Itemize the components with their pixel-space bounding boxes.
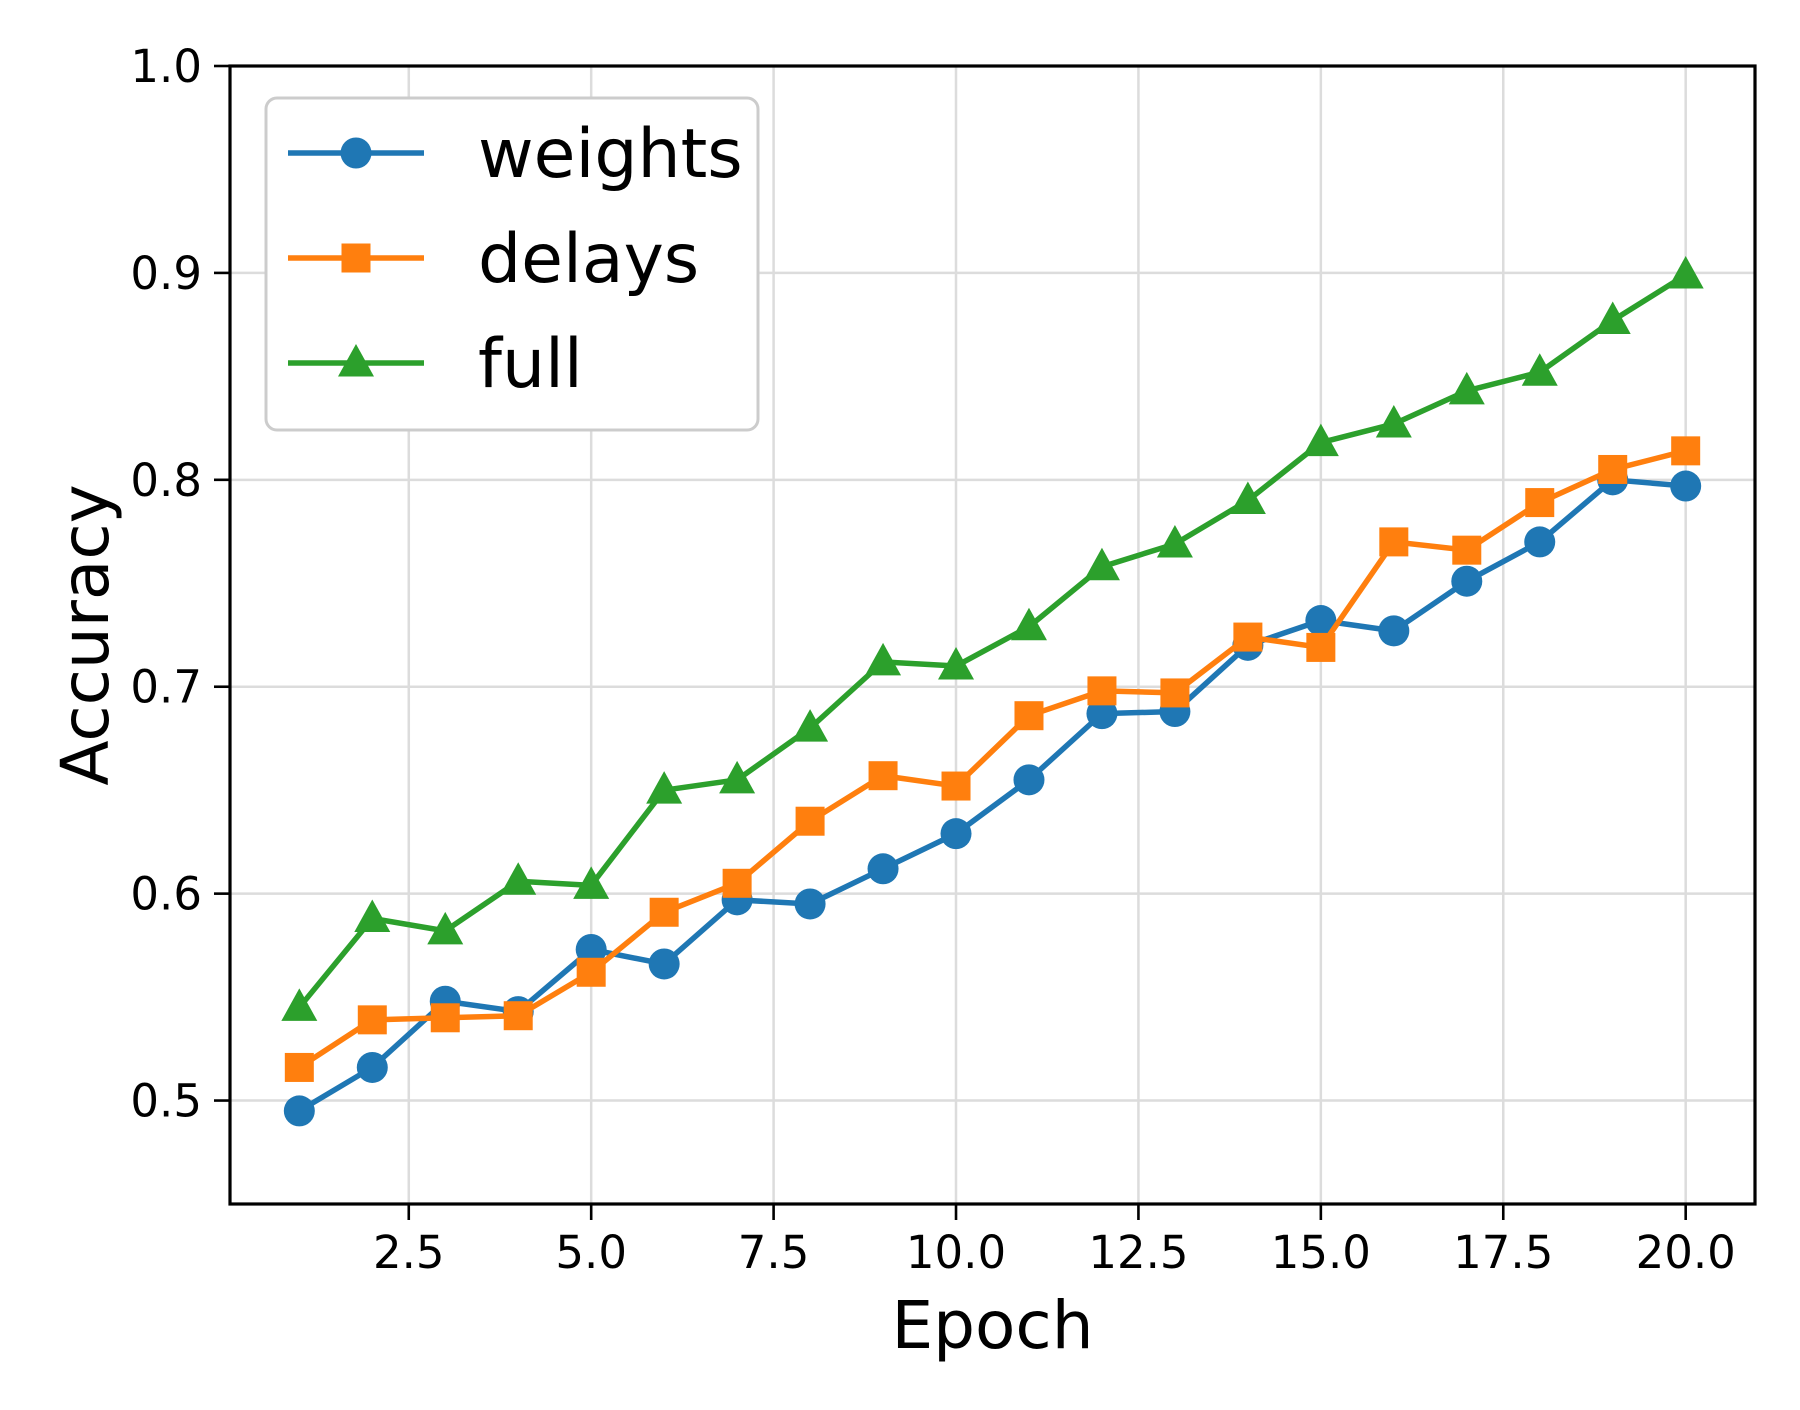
data-point-marker: [1086, 698, 1118, 730]
data-point-marker: [1302, 423, 1339, 457]
legend-label: weights: [478, 115, 743, 194]
data-point-marker: [794, 888, 826, 920]
data-point-marker: [503, 1001, 533, 1031]
data-point-marker: [649, 897, 679, 927]
y-axis-label: Accuracy: [47, 484, 124, 785]
data-point-marker: [1670, 470, 1702, 502]
data-point-marker: [575, 934, 607, 966]
legend-entry-weights: weights: [288, 115, 743, 194]
data-point-marker: [356, 1051, 388, 1083]
data-point-marker: [1452, 535, 1482, 565]
data-point-marker: [1594, 301, 1631, 334]
x-tick-label: 17.5: [1453, 1226, 1553, 1279]
x-tick-label: 20.0: [1636, 1226, 1736, 1279]
data-point-marker: [940, 818, 972, 850]
data-point-marker: [1156, 524, 1193, 558]
data-point-marker: [1087, 676, 1117, 706]
data-point-marker: [338, 344, 374, 377]
data-point-marker: [357, 1005, 387, 1035]
data-point-marker: [1378, 615, 1410, 647]
data-point-marker: [1448, 371, 1485, 405]
data-point-marker: [1014, 701, 1044, 731]
data-point-marker: [1305, 605, 1337, 637]
data-point-marker: [795, 806, 825, 836]
y-tick-label: 0.6: [130, 868, 202, 921]
legend-box: [264, 96, 760, 432]
data-point-marker: [1375, 404, 1412, 438]
x-tick-label: 12.5: [1088, 1226, 1188, 1279]
legend-entry-delays: delays: [288, 220, 699, 299]
data-point-marker: [573, 866, 610, 899]
data-point-marker: [1306, 632, 1336, 662]
y-tick-label: 0.5: [130, 1075, 202, 1128]
data-point-marker: [1013, 764, 1045, 796]
legend-label: delays: [478, 220, 699, 299]
data-point-marker: [1671, 436, 1701, 466]
series-full: [281, 255, 1704, 1021]
y-tick-label: 0.8: [130, 454, 202, 507]
x-tick-label: 10.0: [906, 1226, 1006, 1279]
legend-entry-full: full: [288, 325, 583, 404]
data-point-marker: [1667, 255, 1704, 289]
data-point-marker: [340, 137, 372, 169]
data-point-marker: [576, 957, 606, 987]
y-tick-label: 0.7: [130, 661, 202, 714]
data-point-marker: [865, 642, 902, 676]
axes-spines: [228, 64, 1757, 1206]
data-point-marker: [1451, 565, 1483, 597]
data-point-marker: [941, 771, 971, 801]
x-tick-label: 2.5: [373, 1226, 445, 1279]
data-point-marker: [1379, 527, 1409, 557]
y-tick-label: 1.0: [130, 40, 202, 93]
data-point-marker: [1160, 678, 1190, 708]
data-point-marker: [1233, 622, 1263, 652]
legend-label: full: [478, 325, 583, 404]
data-point-marker: [1524, 526, 1556, 558]
data-point-marker: [719, 760, 756, 794]
data-point-marker: [281, 988, 318, 1021]
data-point-marker: [430, 1003, 460, 1033]
x-tick-label: 15.0: [1271, 1226, 1371, 1279]
data-point-marker: [648, 948, 680, 980]
x-axis-label: Epoch: [891, 1287, 1093, 1364]
legend: weights delays full: [264, 96, 760, 432]
data-point-marker: [1521, 353, 1558, 386]
data-point-marker: [1010, 607, 1047, 641]
data-point-marker: [283, 1095, 315, 1127]
data-point-marker: [1598, 454, 1628, 484]
data-point-marker: [427, 911, 464, 945]
data-point-marker: [354, 899, 391, 932]
data-point-marker: [1083, 547, 1120, 581]
data-point-marker: [500, 862, 537, 895]
data-point-marker: [1525, 488, 1555, 518]
series-delays: [284, 436, 1701, 1082]
data-point-marker: [646, 771, 683, 804]
data-point-marker: [1229, 481, 1266, 515]
x-tick-label: 7.5: [738, 1226, 810, 1279]
data-point-marker: [722, 868, 752, 898]
data-point-marker: [868, 761, 898, 791]
data-point-marker: [341, 243, 371, 273]
tick-marks: [214, 64, 1687, 1220]
y-tick-label: 0.9: [130, 247, 202, 300]
data-point-marker: [867, 853, 899, 885]
data-point-marker: [938, 647, 975, 680]
data-point-marker: [284, 1052, 314, 1082]
data-point-marker: [792, 709, 829, 742]
x-tick-label: 5.0: [555, 1226, 627, 1279]
